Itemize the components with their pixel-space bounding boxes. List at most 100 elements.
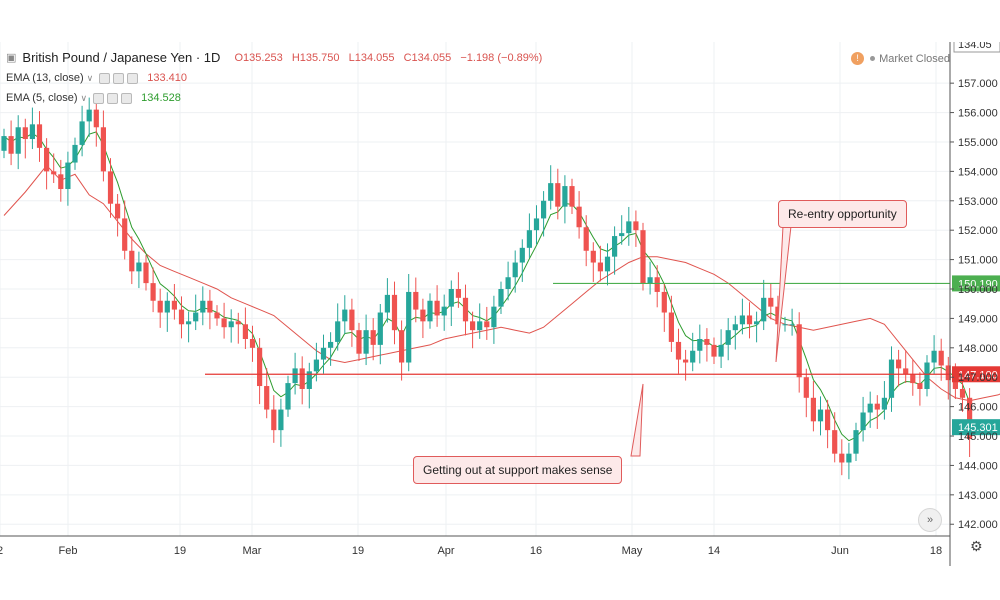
candle	[171, 284, 177, 320]
candle	[420, 298, 426, 339]
chevron-down-icon[interactable]: ∨	[86, 72, 94, 83]
visibility-toggle-icon[interactable]	[99, 72, 111, 84]
candle	[150, 267, 156, 313]
candle	[448, 280, 454, 327]
candle	[51, 153, 57, 184]
price-label-text: 150.190	[958, 278, 998, 290]
candle	[427, 293, 433, 329]
candle	[640, 222, 646, 291]
candle	[746, 302, 753, 339]
horizontal-lines[interactable]: 150.190 147.100 145.301	[205, 275, 1000, 436]
candle	[406, 274, 412, 372]
y-tick-label: 145.000	[958, 431, 998, 443]
candle	[122, 200, 128, 260]
price-axis[interactable]: 157.000 156.000 155.000 154.000 153.000 152.0…	[949, 42, 1000, 566]
y-tick-label: 153.000	[958, 196, 998, 208]
gear-icon[interactable]: ⚙	[970, 538, 983, 554]
ema5-value: 134.528	[141, 92, 181, 104]
candle	[526, 213, 532, 258]
last-price-box	[952, 419, 1000, 436]
candle	[228, 309, 234, 343]
x-tick-label: 2	[0, 545, 3, 557]
candle	[477, 303, 483, 339]
y-tick-label: 150.000	[958, 284, 998, 296]
settings-icon[interactable]	[107, 92, 119, 104]
reentry-callout[interactable]: Re-entry opportunity	[778, 200, 907, 228]
candle	[718, 329, 724, 368]
y-tick-label: 154.000	[958, 166, 998, 178]
candle	[384, 278, 390, 323]
remove-icon[interactable]	[127, 72, 139, 84]
candle	[576, 191, 582, 239]
candlestick-chart[interactable]: 150.190 147.100 145.301 157.000 156.000 155.…	[0, 42, 1000, 566]
candle	[8, 120, 14, 166]
candle	[306, 362, 312, 409]
candle	[328, 332, 334, 366]
candle	[285, 375, 291, 417]
candle	[143, 255, 149, 291]
collapse-square-icon[interactable]: ▣	[6, 52, 17, 64]
ema13-line	[3, 164, 1000, 402]
candle	[349, 298, 355, 347]
candle	[200, 286, 206, 326]
settings-icon[interactable]	[113, 72, 125, 84]
support-callout[interactable]: Getting out at support makes sense	[413, 456, 623, 484]
candle	[583, 215, 589, 267]
candle	[470, 311, 476, 349]
indicator-ema5[interactable]: EMA (5, close) ∨ 134.528	[6, 92, 181, 104]
candle	[754, 311, 760, 343]
y-tick-label: 156.000	[958, 108, 998, 120]
x-tick-label: 19	[352, 545, 364, 557]
y-tick-label: 146.000	[958, 402, 998, 414]
candle	[44, 138, 50, 190]
candle	[917, 372, 923, 406]
candle	[612, 226, 618, 275]
candle	[178, 296, 185, 339]
open-value: O135.253	[234, 51, 283, 64]
candle	[313, 342, 319, 382]
x-tick-label: Feb	[59, 545, 78, 557]
candle	[207, 289, 213, 330]
candle	[541, 191, 547, 237]
reentry-callout-text: Re-entry opportunity	[788, 207, 897, 221]
candle	[129, 236, 135, 285]
x-tick-label: 18	[930, 545, 942, 557]
chart-area[interactable]: 150.190 147.100 145.301 157.000 156.000 155.…	[0, 42, 1000, 566]
candle	[100, 110, 106, 182]
candle	[825, 399, 831, 449]
indicator-ema13[interactable]: EMA (13, close) ∨ 133.410	[6, 72, 187, 84]
candle	[434, 285, 440, 327]
remove-icon[interactable]	[121, 92, 133, 104]
candle	[874, 395, 880, 429]
y-tick-label: 152.000	[958, 225, 998, 237]
candle	[363, 314, 369, 366]
candle	[633, 210, 639, 247]
annotation-pointers	[630, 225, 792, 457]
candle	[320, 334, 327, 374]
candle	[853, 422, 859, 462]
candle	[36, 111, 43, 162]
candle	[846, 442, 852, 480]
scroll-to-latest-icon[interactable]: »	[918, 508, 942, 532]
time-axis[interactable]: 2 Feb 19 Mar 19 Apr 16 May 14 Jun 18	[0, 535, 950, 557]
visibility-toggle-icon[interactable]	[93, 92, 105, 104]
x-tick-label: Jun	[831, 545, 849, 557]
x-tick-label: Apr	[437, 545, 454, 557]
candle	[626, 206, 632, 246]
candle	[186, 311, 192, 343]
candle	[590, 242, 596, 282]
candle	[221, 302, 227, 339]
candle	[789, 308, 795, 336]
ohlc-readout: O135.253 H135.750 L134.055 C134.055 −1.1…	[234, 52, 548, 64]
chevron-down-icon[interactable]: ∨	[80, 92, 88, 103]
support-callout-text: Getting out at support makes sense	[423, 463, 613, 477]
market-status[interactable]: ! Market Closed	[851, 52, 950, 65]
candle	[604, 243, 611, 286]
candle	[782, 316, 788, 332]
candle	[732, 315, 738, 350]
candle	[193, 294, 199, 331]
candle	[768, 283, 774, 320]
candle	[1, 128, 7, 159]
x-tick-label: 14	[708, 545, 720, 557]
market-info-icon[interactable]: !	[851, 52, 865, 65]
